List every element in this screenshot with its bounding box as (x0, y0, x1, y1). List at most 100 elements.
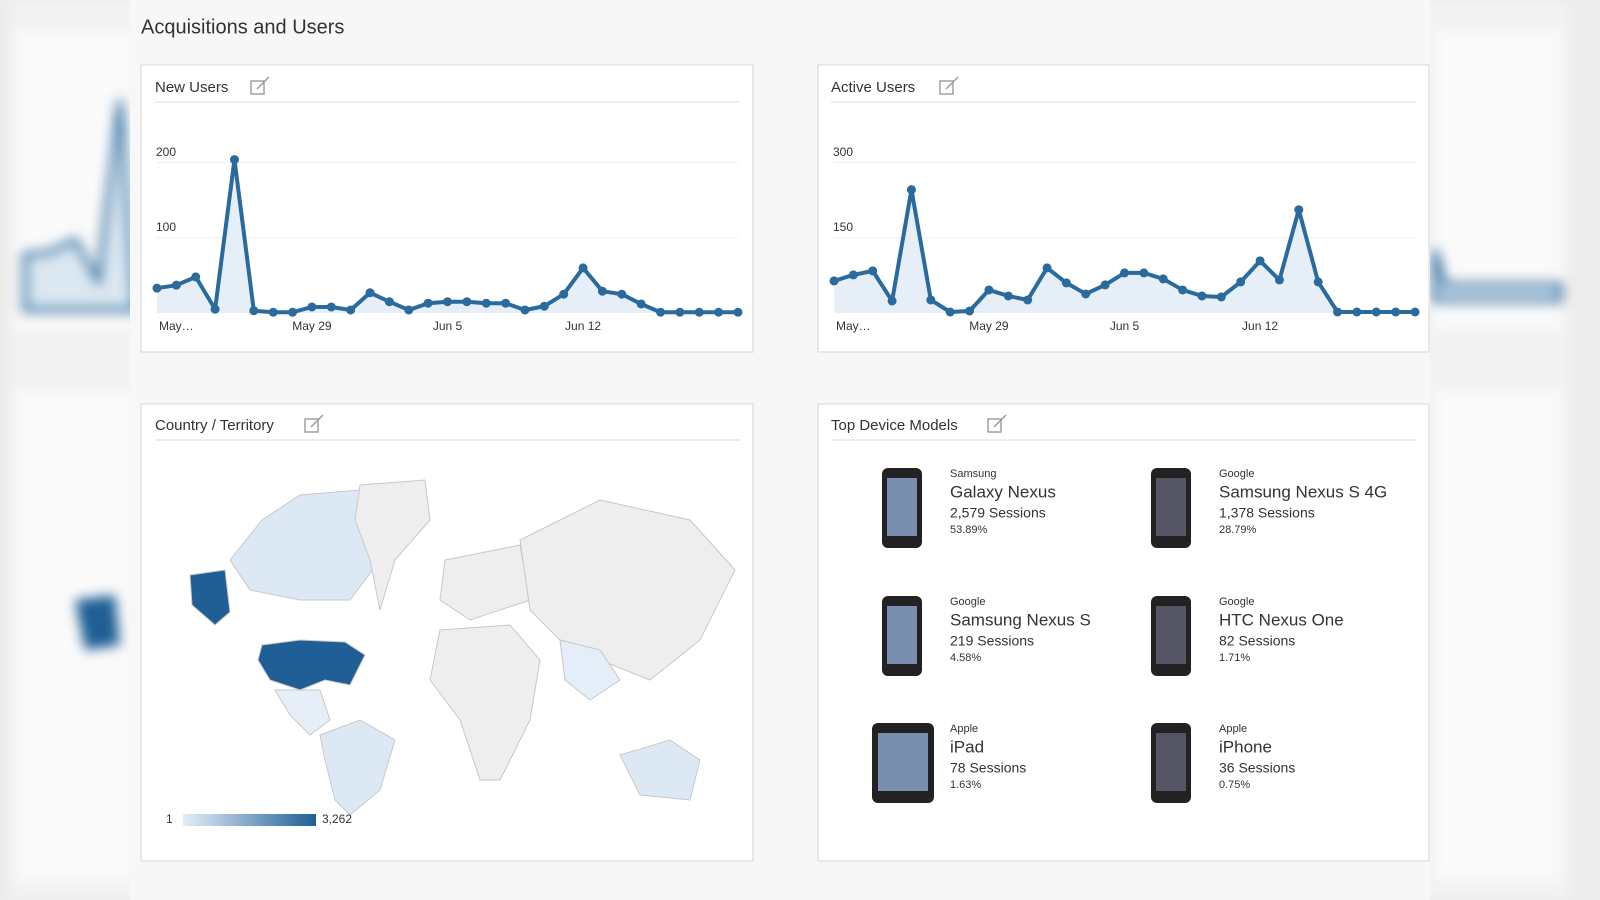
point (965, 306, 975, 316)
point (1081, 289, 1091, 299)
x-tick-label: Jun 12 (1242, 319, 1278, 333)
device-item[interactable]: Apple iPad 78 Sessions 1.63% (872, 723, 1026, 803)
point (501, 298, 511, 308)
y-tick-label: 100 (156, 220, 176, 234)
point (462, 297, 472, 307)
device-sessions: 2,579 Sessions (950, 505, 1046, 521)
point (984, 285, 994, 295)
device-sessions: 78 Sessions (950, 760, 1026, 776)
legend-max: 3,262 (322, 812, 352, 826)
point (191, 272, 201, 282)
device-screen (1156, 606, 1186, 664)
point (578, 263, 588, 273)
device-share: 4.58% (950, 652, 981, 664)
point (1274, 275, 1284, 285)
point (1023, 295, 1033, 305)
device-screen (1156, 478, 1186, 536)
point (1333, 307, 1343, 317)
card-title: Top Device Models (831, 417, 958, 434)
device-sessions: 36 Sessions (1219, 760, 1295, 776)
device-item[interactable]: Google Samsung Nexus S 4G 1,378 Sessions 28… (1151, 468, 1387, 548)
card-title: Country / Territory (155, 417, 274, 434)
point (384, 297, 394, 307)
point (1352, 307, 1362, 317)
device-item[interactable]: Google Samsung Nexus S 219 Sessions 4.58% (882, 596, 1091, 676)
point (443, 297, 452, 307)
device-sessions: 1,378 Sessions (1219, 505, 1315, 521)
point (1313, 277, 1323, 287)
y-tick-label: 300 (833, 145, 853, 159)
point (539, 301, 549, 311)
point (1236, 277, 1246, 287)
point (249, 306, 259, 316)
point (675, 307, 685, 317)
device-model: Samsung Nexus S 4G (1219, 482, 1387, 501)
point (694, 307, 704, 317)
x-tick-label: May… (159, 319, 194, 333)
device-model: Samsung Nexus S (950, 610, 1091, 629)
point (481, 298, 491, 308)
device-share: 53.89% (950, 524, 988, 536)
point (636, 299, 646, 309)
point (1100, 280, 1110, 290)
point (268, 307, 278, 317)
card-title: New Users (155, 79, 228, 96)
x-tick-label: Jun 5 (1110, 319, 1140, 333)
device-screen (887, 478, 917, 536)
point (1410, 307, 1420, 317)
device-screen (878, 733, 928, 791)
device-sessions: 82 Sessions (1219, 633, 1295, 649)
point (210, 304, 220, 314)
point (1294, 205, 1304, 215)
point (945, 307, 955, 317)
point (326, 302, 336, 312)
point (288, 307, 298, 317)
point (229, 155, 239, 165)
point (559, 289, 569, 299)
device-share: 28.79% (1219, 524, 1257, 536)
point (1371, 307, 1381, 317)
point (520, 305, 530, 315)
device-share: 1.71% (1219, 652, 1250, 664)
card-title: Active Users (831, 79, 915, 96)
device-share: 1.63% (950, 779, 981, 791)
device-model: iPad (950, 737, 984, 756)
point (152, 283, 162, 293)
device-item[interactable]: Samsung Galaxy Nexus 2,579 Sessions 53.89% (882, 468, 1056, 548)
area (834, 189, 1415, 313)
y-tick-label: 150 (833, 220, 853, 234)
point (714, 307, 724, 317)
point (1042, 263, 1052, 273)
point (1003, 291, 1013, 301)
device-share: 0.75% (1219, 779, 1250, 791)
point (829, 276, 839, 286)
device-screen (887, 606, 917, 664)
device-brand: Google (950, 596, 985, 608)
point (1255, 256, 1265, 266)
point (597, 286, 607, 296)
point (1391, 307, 1401, 317)
device-item[interactable]: Google HTC Nexus One 82 Sessions 1.71% (1151, 596, 1344, 676)
y-tick-label: 200 (156, 145, 176, 159)
point (868, 266, 878, 276)
edit-icons[interactable] (250, 76, 1007, 433)
device-screen (1156, 733, 1186, 791)
device-model: HTC Nexus One (1219, 610, 1344, 629)
point (1061, 278, 1071, 288)
point (346, 305, 356, 315)
device-sessions: 219 Sessions (950, 633, 1034, 649)
point (733, 307, 743, 317)
card-dividers (155, 101, 1416, 441)
device-item[interactable]: Apple iPhone 36 Sessions 0.75% (1151, 723, 1295, 803)
point (1158, 274, 1168, 284)
x-tick-label: May 29 (969, 319, 1009, 333)
world-map (189, 479, 736, 816)
legend-min: 1 (166, 812, 173, 826)
x-tick-label: Jun 5 (433, 319, 463, 333)
point (1197, 291, 1207, 301)
device-brand: Google (1219, 596, 1254, 608)
point (906, 185, 916, 195)
point (404, 305, 414, 315)
point (656, 307, 666, 317)
